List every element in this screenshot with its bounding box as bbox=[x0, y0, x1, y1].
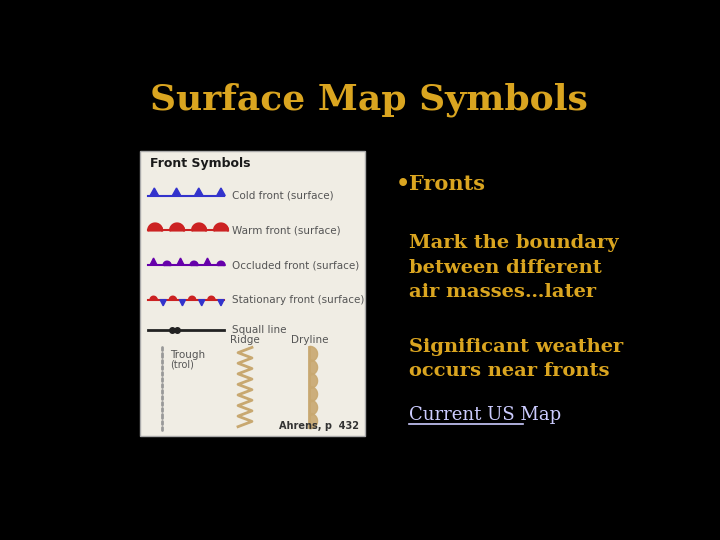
Text: •: • bbox=[396, 174, 410, 194]
Polygon shape bbox=[204, 258, 211, 265]
Polygon shape bbox=[199, 300, 204, 306]
Text: Squall line: Squall line bbox=[232, 325, 287, 335]
Text: Fronts: Fronts bbox=[408, 174, 485, 194]
Text: Surface Map Symbols: Surface Map Symbols bbox=[150, 82, 588, 117]
Text: (trol): (trol) bbox=[170, 360, 194, 370]
Text: Cold front (surface): Cold front (surface) bbox=[232, 191, 333, 201]
Text: Warm front (surface): Warm front (surface) bbox=[232, 225, 341, 235]
Polygon shape bbox=[194, 188, 203, 195]
Polygon shape bbox=[177, 258, 184, 265]
Text: Mark the boundary
between different
air masses…later: Mark the boundary between different air … bbox=[408, 234, 618, 301]
Text: Significant weather
occurs near fronts: Significant weather occurs near fronts bbox=[408, 338, 623, 381]
Text: Occluded front (surface): Occluded front (surface) bbox=[232, 260, 359, 270]
Text: Dryline: Dryline bbox=[291, 335, 328, 345]
Text: Ahrens, p  432: Ahrens, p 432 bbox=[279, 421, 359, 431]
Polygon shape bbox=[218, 300, 224, 306]
Polygon shape bbox=[160, 300, 166, 306]
Text: Stationary front (surface): Stationary front (surface) bbox=[232, 295, 364, 305]
Polygon shape bbox=[179, 300, 186, 306]
Polygon shape bbox=[150, 188, 158, 195]
Text: Ridge: Ridge bbox=[230, 335, 260, 345]
Polygon shape bbox=[150, 258, 157, 265]
Text: Trough: Trough bbox=[170, 350, 205, 361]
FancyBboxPatch shape bbox=[140, 151, 365, 436]
Polygon shape bbox=[172, 188, 181, 195]
Polygon shape bbox=[217, 188, 225, 195]
Text: Current US Map: Current US Map bbox=[408, 406, 561, 424]
Text: Front Symbols: Front Symbols bbox=[150, 157, 250, 170]
